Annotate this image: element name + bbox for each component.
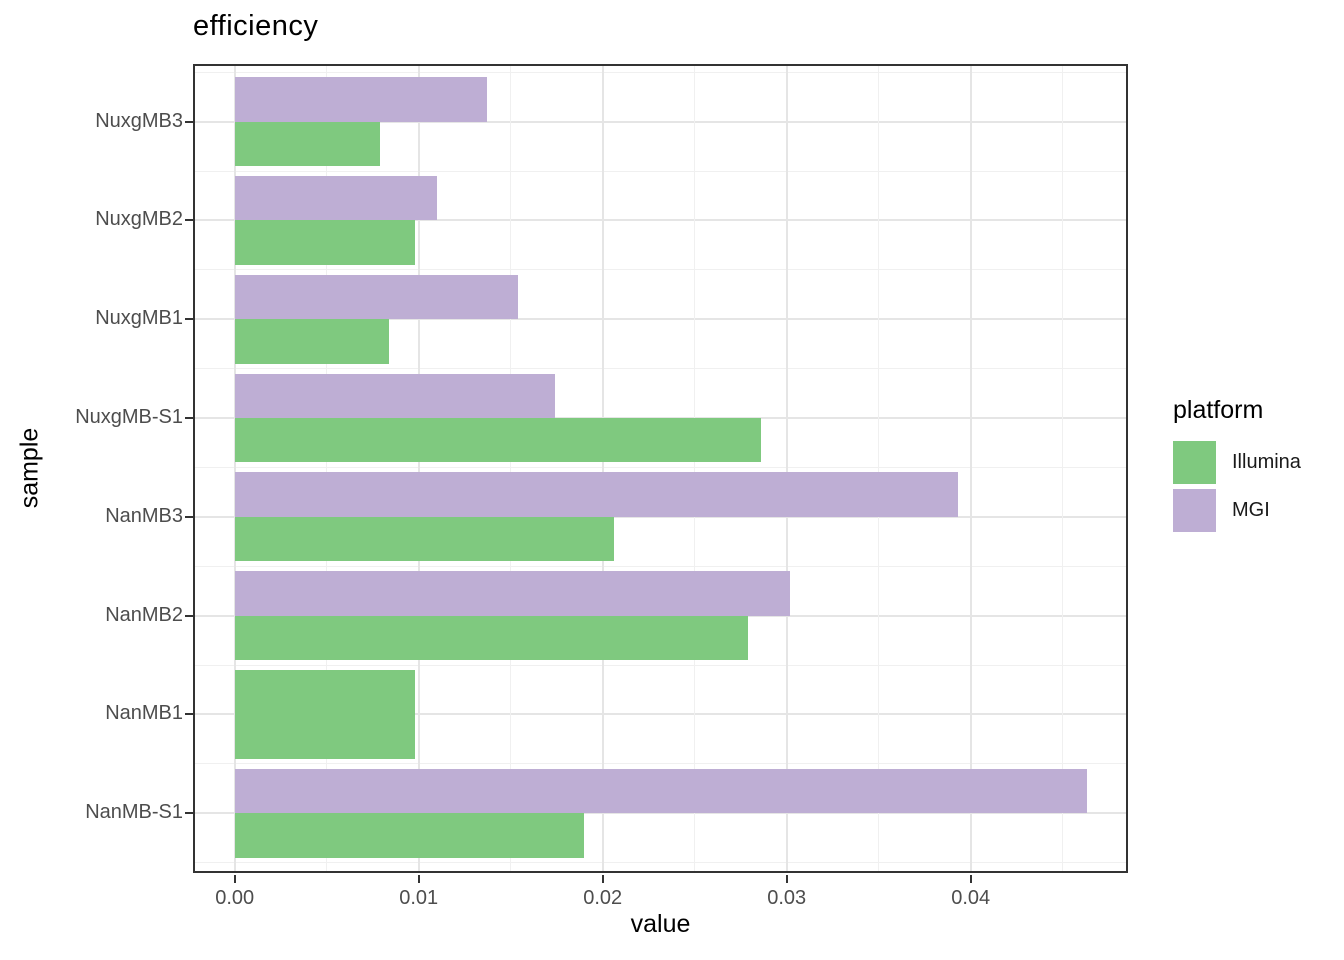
gridline-v-minor (510, 64, 512, 873)
gridline-v-minor (878, 64, 880, 873)
legend-title: platform (1173, 396, 1264, 424)
y-tick-label: NuxgMB1 (95, 307, 183, 330)
gridline-h-minor (193, 466, 1128, 468)
y-tick-mark (185, 713, 193, 716)
plot-panel (193, 64, 1128, 873)
x-tick-label: 0.01 (399, 887, 439, 909)
y-tick-mark (185, 812, 193, 815)
gridline-h-major (193, 219, 1128, 222)
y-tick-mark (185, 219, 193, 222)
bar-mgi-NanMB3 (234, 472, 958, 517)
x-tick-label: 0.03 (767, 887, 807, 909)
bar-mgi-NuxgMB-S1 (234, 373, 555, 418)
y-tick-mark (185, 614, 193, 617)
gridline-v-major (785, 64, 788, 873)
bar-mgi-NanMB-S1 (234, 768, 1087, 814)
mgi-swatch (1173, 489, 1216, 532)
y-tick-mark (185, 120, 193, 123)
legend-label-mgi: MGI (1232, 499, 1270, 521)
x-tick-mark (785, 875, 788, 883)
illumina-swatch (1173, 441, 1216, 484)
y-axis-title: sample (15, 427, 44, 509)
bar-mgi-NuxgMB1 (234, 274, 519, 320)
y-tick-mark (185, 417, 193, 419)
y-tick-label: NanMB1 (105, 702, 183, 725)
gridline-h-major (193, 318, 1128, 321)
x-tick-mark (233, 875, 236, 883)
y-tick-label: NanMB3 (105, 504, 183, 527)
gridline-h-major (193, 713, 1128, 716)
y-tick-label: NanMB2 (105, 603, 183, 626)
bar-illumina-NuxgMB-S1 (234, 418, 761, 463)
gridline-h-minor (193, 170, 1128, 172)
x-axis-title: value (630, 910, 691, 938)
x-tick-label: 0.00 (215, 887, 255, 909)
x-tick-mark (969, 875, 972, 883)
gridline-h-major (193, 812, 1128, 815)
legend-label-illumina: Illumina (1232, 451, 1301, 473)
bar-illumina-NuxgMB1 (234, 319, 390, 364)
bar-illumina-NuxgMB2 (234, 220, 415, 265)
bar-illumina-NanMB3 (234, 516, 614, 562)
gridline-h-major (193, 515, 1128, 518)
gridline-h-minor (193, 565, 1128, 567)
y-tick-mark (185, 515, 193, 518)
gridline-v-major (417, 64, 420, 873)
gridline-v-minor (1062, 64, 1064, 873)
gridline-h-major (193, 120, 1128, 123)
gridline-v-major (601, 64, 604, 873)
legend-item-illumina: Illumina (1173, 441, 1301, 484)
legend: platform Illumina MGI (1173, 396, 1301, 537)
gridline-h-minor (193, 862, 1128, 864)
bar-mgi-NanMB2 (234, 571, 791, 616)
bar-illumina-NanMB-S1 (234, 813, 585, 858)
gridline-h-minor (193, 664, 1128, 666)
y-tick-label: NuxgMB2 (95, 208, 183, 231)
y-tick-label: NanMB-S1 (85, 801, 183, 824)
x-tick-label: 0.02 (583, 887, 623, 909)
y-tick-label: NuxgMB-S1 (75, 406, 183, 428)
gridline-v-major (233, 64, 236, 873)
y-tick-mark (185, 318, 193, 321)
bar-illumina-NanMB2 (234, 615, 749, 660)
legend-item-mgi: MGI (1173, 489, 1301, 532)
bar-illumina-NuxgMB3 (234, 121, 381, 166)
gridline-v-minor (694, 64, 696, 873)
x-tick-label: 0.04 (951, 887, 991, 909)
gridline-h-minor (193, 71, 1128, 73)
bar-illumina-NanMB1 (234, 670, 415, 759)
x-tick-mark (601, 875, 604, 883)
gridline-h-minor (193, 763, 1128, 765)
gridline-h-minor (193, 269, 1128, 271)
gridline-v-minor (326, 64, 328, 873)
y-tick-label: NuxgMB3 (95, 109, 183, 132)
bar-mgi-NuxgMB3 (234, 77, 487, 122)
x-tick-mark (417, 875, 420, 883)
gridline-h-minor (193, 368, 1128, 370)
gridline-v-major (969, 64, 972, 873)
chart-title: efficiency (193, 10, 319, 42)
bar-mgi-NuxgMB2 (234, 176, 438, 221)
